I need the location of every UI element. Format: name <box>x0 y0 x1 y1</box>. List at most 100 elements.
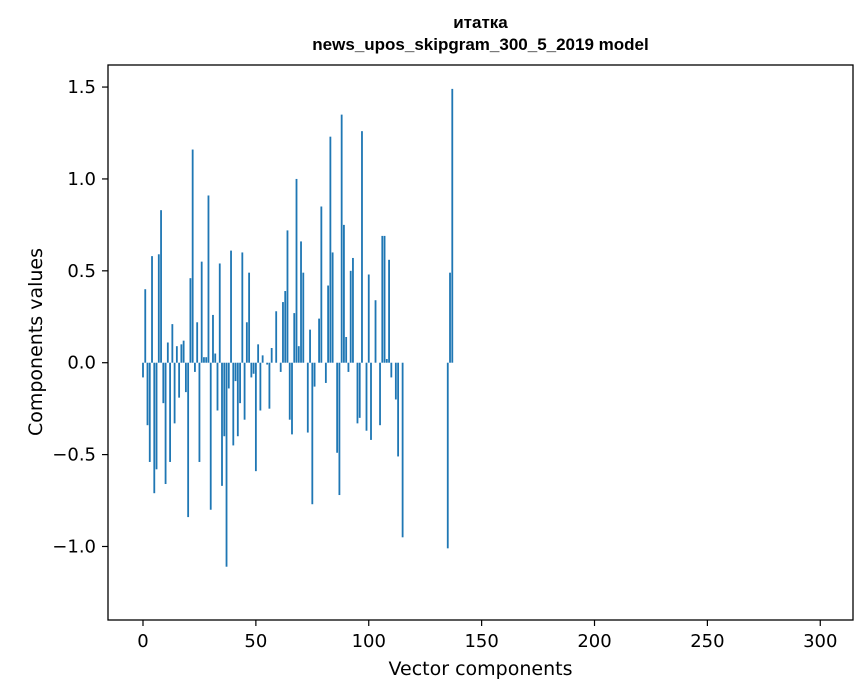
bar-42 <box>236 362 239 437</box>
bar-51 <box>257 344 260 363</box>
chart-title: итатка <box>453 13 508 32</box>
bar-43 <box>239 362 241 404</box>
bar-103 <box>374 300 377 363</box>
bar-79 <box>320 206 323 363</box>
bar-22 <box>191 149 194 363</box>
bar-28 <box>205 357 208 363</box>
bar-26 <box>200 261 203 363</box>
bar-25 <box>198 362 201 462</box>
bar-6 <box>155 362 158 470</box>
bar-15 <box>175 346 178 363</box>
bar-7 <box>157 254 160 363</box>
chart-subtitle: news_upos_skipgram_300_5_2019 model <box>312 35 649 54</box>
bar-46 <box>245 322 248 363</box>
bar-3 <box>148 362 151 462</box>
bar-74 <box>309 329 311 363</box>
bar-17 <box>180 344 183 363</box>
bar-53 <box>261 355 264 363</box>
bar-20 <box>187 362 190 518</box>
bar-18 <box>182 340 185 363</box>
bar-96 <box>358 362 361 418</box>
bar-33 <box>216 362 219 411</box>
x-tick-label: 300 <box>803 631 837 652</box>
bar-97 <box>361 131 363 363</box>
bar-59 <box>275 311 278 363</box>
bar-87 <box>338 362 341 496</box>
bar-2 <box>146 362 149 426</box>
bar-37 <box>225 362 228 567</box>
bar-91 <box>347 362 350 372</box>
bar-12 <box>169 362 171 462</box>
bar-83 <box>329 136 332 363</box>
bar-47 <box>248 272 251 363</box>
bar-106 <box>381 235 384 363</box>
bar-13 <box>171 324 174 363</box>
y-axis-label: Components values <box>25 247 47 437</box>
bar-109 <box>388 259 390 363</box>
y-ticks: −1.0 −0.5 0.0 0.5 1.0 1.5 <box>52 77 108 557</box>
y-tick-label: 0.0 <box>67 353 96 374</box>
bar-63 <box>284 291 287 363</box>
bar-34 <box>218 263 221 363</box>
bar-61 <box>279 362 282 372</box>
y-tick-label: −1.0 <box>52 536 96 557</box>
y-tick-label: −0.5 <box>52 445 96 466</box>
bar-56 <box>268 362 271 409</box>
bar-10 <box>164 362 167 485</box>
bar-82 <box>327 285 330 363</box>
bar-84 <box>331 252 334 363</box>
bar-86 <box>336 362 339 453</box>
bar-45 <box>243 362 246 420</box>
y-tick-label: 1.5 <box>67 77 96 98</box>
y-tick-label: 0.5 <box>67 261 96 282</box>
bar-21 <box>189 278 192 363</box>
bar-88 <box>340 114 343 363</box>
x-axis-label: Vector components <box>388 658 573 680</box>
bar-68 <box>295 178 298 363</box>
bar-19 <box>184 362 187 393</box>
bar-76 <box>313 362 316 387</box>
x-tick-label: 200 <box>577 631 611 652</box>
bar-69 <box>297 346 300 363</box>
bars-layer <box>142 88 454 567</box>
plot-frame <box>107 64 854 621</box>
bar-135 <box>446 362 449 549</box>
bar-1 <box>144 289 147 363</box>
bar-16 <box>178 362 181 398</box>
bar-73 <box>306 362 309 433</box>
bar-0 <box>142 362 144 378</box>
bar-50 <box>254 362 257 472</box>
bar-40 <box>232 362 235 446</box>
bar-14 <box>173 362 176 424</box>
bar-92 <box>349 270 352 363</box>
x-tick-label: 100 <box>352 631 386 652</box>
bar-110 <box>390 362 393 378</box>
bar-11 <box>166 342 169 363</box>
bar-99 <box>365 362 368 431</box>
bar-136 <box>449 272 451 363</box>
bar-39 <box>230 250 232 363</box>
bar-36 <box>223 362 226 437</box>
bar-137 <box>451 88 454 363</box>
bar-108 <box>385 359 388 363</box>
bar-101 <box>370 362 372 440</box>
bar-55 <box>266 362 269 365</box>
bar-71 <box>302 272 305 363</box>
bar-113 <box>397 362 400 457</box>
bar-5 <box>153 362 156 494</box>
bar-24 <box>196 322 199 363</box>
bar-90 <box>345 336 348 363</box>
x-ticks: 0 50 100 150 200 250 300 <box>137 620 837 652</box>
bar-65 <box>288 362 291 420</box>
x-tick-label: 0 <box>137 631 148 652</box>
bar-4 <box>151 256 153 363</box>
bar-30 <box>209 362 212 510</box>
bar-27 <box>203 357 205 363</box>
bar-29 <box>207 195 210 363</box>
bar-32 <box>214 353 217 363</box>
x-tick-label: 250 <box>690 631 724 652</box>
bar-35 <box>221 362 223 486</box>
bar-9 <box>162 362 165 404</box>
bar-93 <box>352 257 354 363</box>
